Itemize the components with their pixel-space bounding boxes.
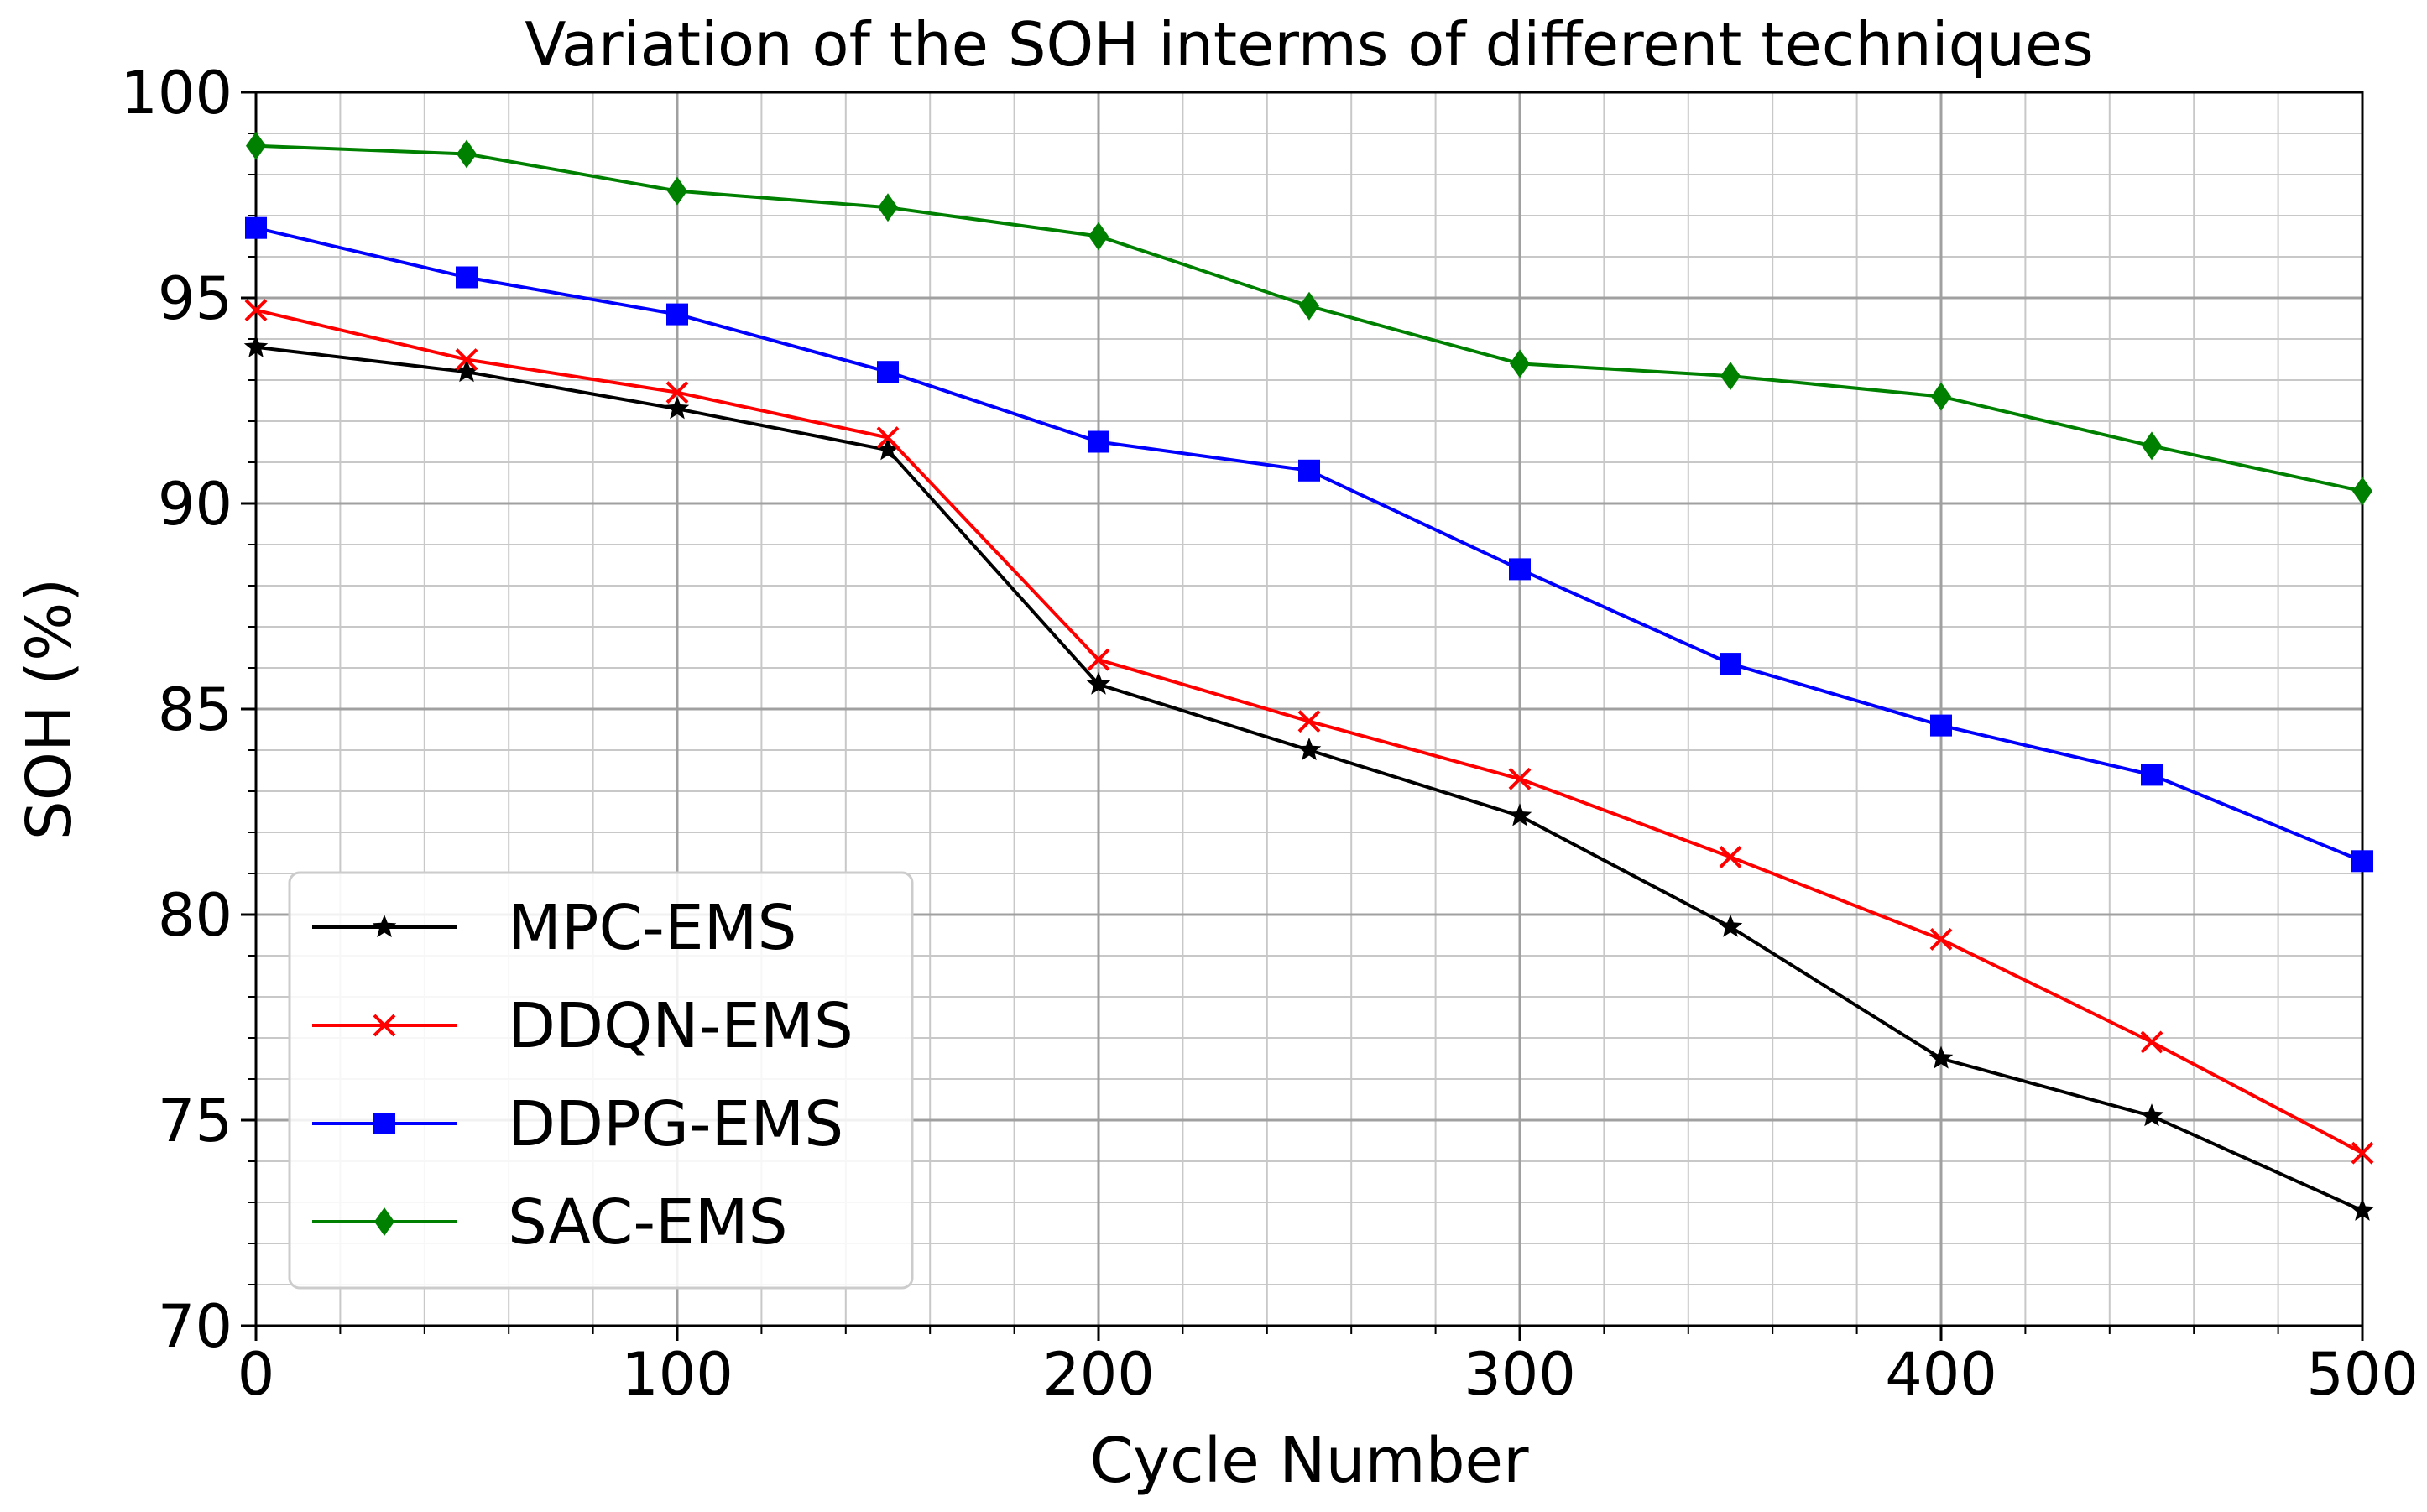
- x-tick-label: 200: [1042, 1340, 1155, 1409]
- x-tick-label: 0: [237, 1340, 275, 1409]
- series-sac-ems: [246, 131, 2372, 506]
- data-point-mpc-ems: [1718, 914, 1743, 937]
- data-point-ddqn-ems: [1929, 927, 1953, 951]
- legend-marker-ddqn-ems: [373, 1014, 396, 1037]
- series-mpc-ems: [243, 334, 2375, 1221]
- y-tick-label: 70: [158, 1292, 232, 1361]
- data-point-ddpg-ems: [1930, 714, 1952, 737]
- y-tick-label: 75: [158, 1087, 232, 1155]
- data-point-mpc-ems: [454, 359, 479, 383]
- legend-marker-sac-ems: [374, 1207, 394, 1236]
- axis-ticks: 0 100 200 300 400 500 70 75 80 85 90 95 100: [120, 59, 2418, 1409]
- chart-title: Variation of the SOH interms of differen…: [525, 9, 2094, 80]
- data-point-ddqn-ems: [2351, 1141, 2374, 1165]
- y-tick-label: 90: [158, 470, 232, 539]
- data-point-ddqn-ems: [1297, 710, 1321, 733]
- data-point-sac-ems: [1931, 382, 1951, 411]
- data-point-mpc-ems: [1507, 803, 1532, 826]
- legend-box: [288, 871, 914, 1290]
- x-tick-label: 100: [621, 1340, 733, 1409]
- data-point-ddpg-ems: [1509, 558, 1531, 581]
- data-point-ddpg-ems: [1088, 430, 1109, 453]
- legend-label-ddqn-ems: DDQN-EMS: [508, 990, 853, 1062]
- legend-marker-ddpg-ems: [373, 1113, 395, 1134]
- data-point-sac-ems: [1510, 349, 1530, 378]
- data-point-ddpg-ems: [456, 266, 478, 289]
- data-point-sac-ems: [1720, 362, 1741, 391]
- data-point-sac-ems: [457, 139, 477, 169]
- data-point-ddpg-ems: [2141, 764, 2163, 786]
- y-tick-label: 80: [158, 881, 232, 950]
- data-point-mpc-ems: [1297, 738, 1322, 761]
- data-point-ddpg-ems: [666, 303, 688, 326]
- y-tick-label: 95: [158, 264, 232, 333]
- data-point-ddqn-ems: [876, 426, 900, 450]
- data-point-mpc-ems: [875, 437, 900, 461]
- data-point-ddqn-ems: [2140, 1030, 2163, 1054]
- x-tick-label: 500: [2306, 1340, 2419, 1409]
- series-ddqn-ems: [244, 299, 2374, 1165]
- data-point-sac-ems: [2142, 431, 2162, 461]
- legend-label-mpc-ems: MPC-EMS: [508, 892, 796, 964]
- x-tick-label: 400: [1885, 1340, 1997, 1409]
- data-point-sac-ems: [667, 176, 687, 206]
- y-tick-label: 100: [120, 59, 232, 128]
- data-point-ddqn-ems: [665, 381, 689, 404]
- legend-label-ddpg-ems: DDPG-EMS: [508, 1088, 843, 1160]
- legend-marker-mpc-ems: [372, 915, 397, 938]
- data-point-mpc-ems: [1929, 1045, 1954, 1069]
- data-point-ddpg-ems: [2351, 850, 2373, 873]
- data-point-sac-ems: [2352, 477, 2372, 506]
- x-axis-label: Cycle Number: [1089, 1425, 1529, 1497]
- data-point-ddqn-ems: [1508, 767, 1532, 790]
- data-point-mpc-ems: [243, 334, 269, 357]
- data-point-ddpg-ems: [245, 216, 267, 239]
- data-point-ddpg-ems: [877, 361, 899, 383]
- data-point-sac-ems: [1088, 222, 1109, 251]
- data-point-sac-ems: [246, 131, 266, 160]
- series-ddpg-ems: [245, 216, 2373, 873]
- data-point-ddqn-ems: [1087, 648, 1110, 671]
- data-point-mpc-ems: [2139, 1103, 2164, 1127]
- legend: MPC-EMS DDQN-EMS DDPG-EMS SAC-EMS: [288, 871, 914, 1290]
- data-point-ddqn-ems: [244, 299, 268, 322]
- data-point-mpc-ems: [665, 396, 690, 420]
- data-point-sac-ems: [1299, 291, 1319, 321]
- y-tick-label: 85: [158, 675, 232, 744]
- data-point-ddqn-ems: [455, 348, 478, 371]
- data-point-ddpg-ems: [1298, 459, 1320, 482]
- data-point-mpc-ems: [1086, 671, 1111, 695]
- y-axis-label: SOH (%): [13, 578, 86, 840]
- series-layer: [243, 131, 2375, 1221]
- data-point-ddpg-ems: [1720, 653, 1741, 675]
- data-point-ddqn-ems: [1719, 845, 1742, 868]
- data-point-sac-ems: [878, 193, 898, 222]
- legend-label-sac-ems: SAC-EMS: [508, 1186, 788, 1259]
- data-point-mpc-ems: [2350, 1197, 2375, 1221]
- x-tick-label: 300: [1464, 1340, 1576, 1409]
